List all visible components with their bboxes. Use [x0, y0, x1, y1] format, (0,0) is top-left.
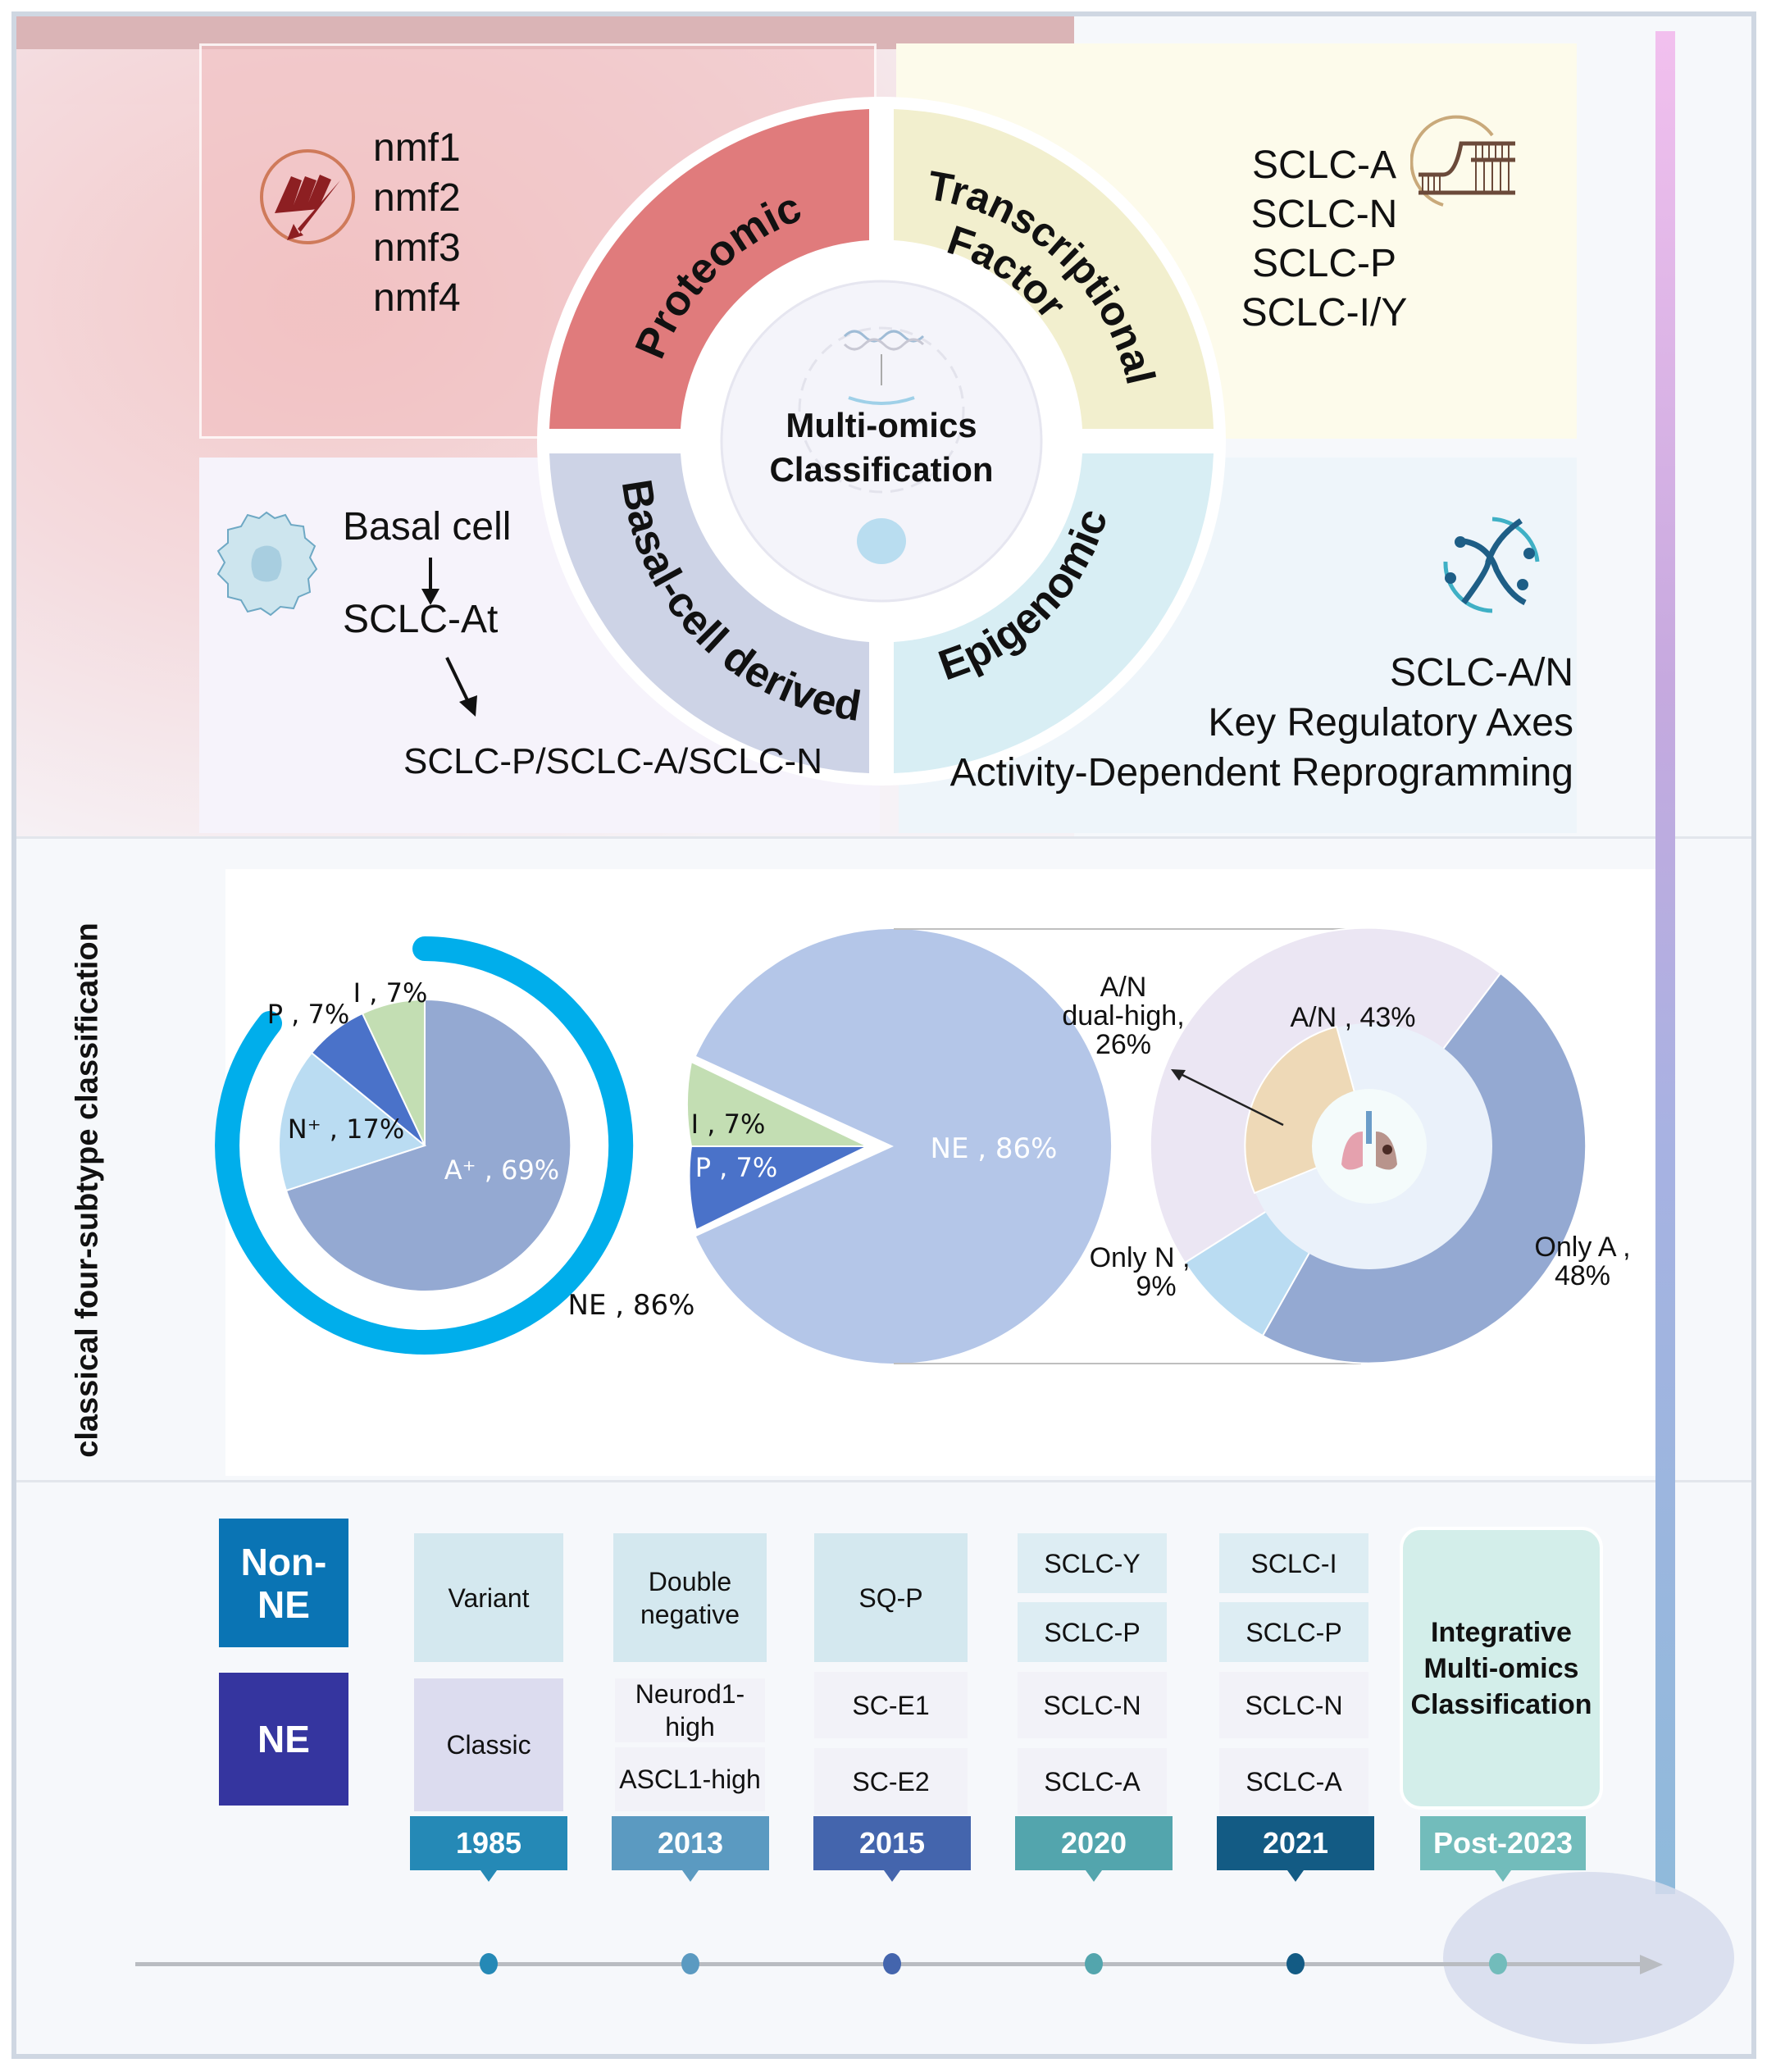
row-header-non-ne: Non-NE — [219, 1519, 348, 1647]
svg-text:P , 7%: P , 7% — [695, 1152, 778, 1183]
cell-2021-a: SCLC-A — [1219, 1748, 1368, 1815]
vertical-accent-bar — [1655, 31, 1675, 1894]
pie-charts: A⁺ , 69% N⁺ , 17% P , 7% I , 7% NE , 86%… — [215, 927, 1631, 1364]
center-title: Multi-omics Classification — [769, 406, 994, 489]
svg-text:A/N: A/N — [1100, 972, 1147, 1003]
chart-four-subtype: A⁺ , 69% N⁺ , 17% P , 7% I , 7% NE , 86% — [215, 936, 695, 1355]
transcriptional-subtypes: SCLC-A SCLC-N SCLC-P SCLC-I/Y — [1241, 143, 1408, 335]
svg-text:A⁺ , 69%: A⁺ , 69% — [444, 1154, 559, 1186]
year-2021: 2021 — [1217, 1816, 1374, 1882]
cell-2021-i: SCLC-I — [1219, 1533, 1368, 1593]
arrow-diagonal-icon — [445, 657, 477, 717]
cell-2020-a: SCLC-A — [1018, 1748, 1167, 1815]
protein-structure-icon — [260, 149, 355, 244]
epigenomic-subtypes: SCLC-A/N Key Regulatory Axes Activity-De… — [949, 651, 1573, 795]
cell-2021-n: SCLC-N — [1219, 1672, 1368, 1738]
chart-nested-donut: A/N , 43% A/N dual-high, 26% Only N , 9%… — [1062, 927, 1631, 1364]
decorative-ellipse — [1443, 1872, 1734, 2044]
svg-text:NE , 86%: NE , 86% — [931, 1132, 1058, 1165]
year-2013: 2013 — [612, 1816, 769, 1882]
multi-omics-ring: Proteomic Transcriptional Factor Basal-c… — [537, 97, 1226, 786]
segment-proteomic — [549, 109, 869, 429]
transcription-dna-icon — [1410, 115, 1515, 207]
arrow-down-icon — [421, 558, 439, 605]
row-header-ne: NE — [219, 1673, 348, 1806]
section-divider-top — [16, 836, 1751, 839]
cell-2015-sqp: SQ-P — [814, 1533, 968, 1662]
basal-cell-icon — [216, 511, 318, 617]
year-1985: 1985 — [410, 1816, 567, 1882]
cell-2020-y: SCLC-Y — [1018, 1533, 1167, 1593]
cell-2020-n: SCLC-N — [1018, 1672, 1167, 1738]
segment-basal — [549, 453, 869, 773]
svg-text:48%: 48% — [1555, 1260, 1610, 1291]
timeline-dot-2021 — [1286, 1953, 1305, 1974]
cell-2015-sce1: SC-E1 — [814, 1672, 968, 1738]
year-2020: 2020 — [1015, 1816, 1173, 1882]
svg-text:Only N ,: Only N , — [1090, 1242, 1191, 1273]
svg-text:N⁺ , 17%: N⁺ , 17% — [288, 1113, 404, 1145]
timeline-dot-1985 — [480, 1953, 498, 1974]
svg-text:Only A ,: Only A , — [1534, 1232, 1630, 1263]
timeline-dot-post-2023 — [1489, 1953, 1507, 1974]
basal-step-2: SCLC-At — [343, 598, 499, 641]
svg-text:26%: 26% — [1095, 1029, 1151, 1060]
section-divider-bottom — [16, 1480, 1751, 1482]
cell-2013-ascl1: ASCL1-high — [615, 1747, 765, 1811]
timeline-dot-2015 — [883, 1953, 901, 1974]
cell-2013-neurod1: Neurod1-high — [615, 1678, 765, 1742]
segment-transcriptional — [894, 109, 1214, 429]
cell-2021-p: SCLC-P — [1219, 1602, 1368, 1662]
lungs-icon — [1341, 1111, 1397, 1170]
svg-text:P , 7%: P , 7% — [267, 999, 350, 1030]
timeline-dot-2013 — [681, 1953, 699, 1974]
basal-step-3: SCLC-P/SCLC-A/SCLC-N — [403, 741, 822, 781]
chart-ne-pie: NE , 86% I , 7% P , 7% — [685, 928, 1361, 1364]
cell-2015-sce2: SC-E2 — [814, 1748, 968, 1815]
segment-epigenomic — [894, 453, 1214, 773]
svg-text:NE , 86%: NE , 86% — [568, 1289, 695, 1322]
timeline-dot-2020 — [1085, 1953, 1103, 1974]
svg-text:A/N , 43%: A/N , 43% — [1290, 1002, 1415, 1033]
cell-1985-variant: Variant — [414, 1533, 563, 1662]
dna-helix-icon — [1443, 517, 1540, 613]
svg-text:dual-high,: dual-high, — [1062, 1000, 1184, 1031]
cell-1985-classic: Classic — [414, 1678, 563, 1811]
cell-2013-double-negative: Double negative — [613, 1533, 767, 1662]
cell-post2023-integrative: Integrative Multi-omics Classification — [1400, 1527, 1603, 1810]
basal-step-1: Basal cell — [343, 505, 512, 549]
svg-text:9%: 9% — [1136, 1271, 1176, 1302]
svg-text:I , 7%: I , 7% — [691, 1109, 766, 1140]
proteomic-subtypes: nmf1 nmf2 nmf3 nmf4 — [373, 126, 461, 320]
cell-2020-p: SCLC-P — [1018, 1602, 1167, 1662]
svg-text:I , 7%: I , 7% — [353, 977, 428, 1009]
timeline-arrow-icon — [1640, 1955, 1663, 1974]
year-2015: 2015 — [813, 1816, 971, 1882]
year-post-2023: Post-2023 — [1420, 1816, 1586, 1882]
